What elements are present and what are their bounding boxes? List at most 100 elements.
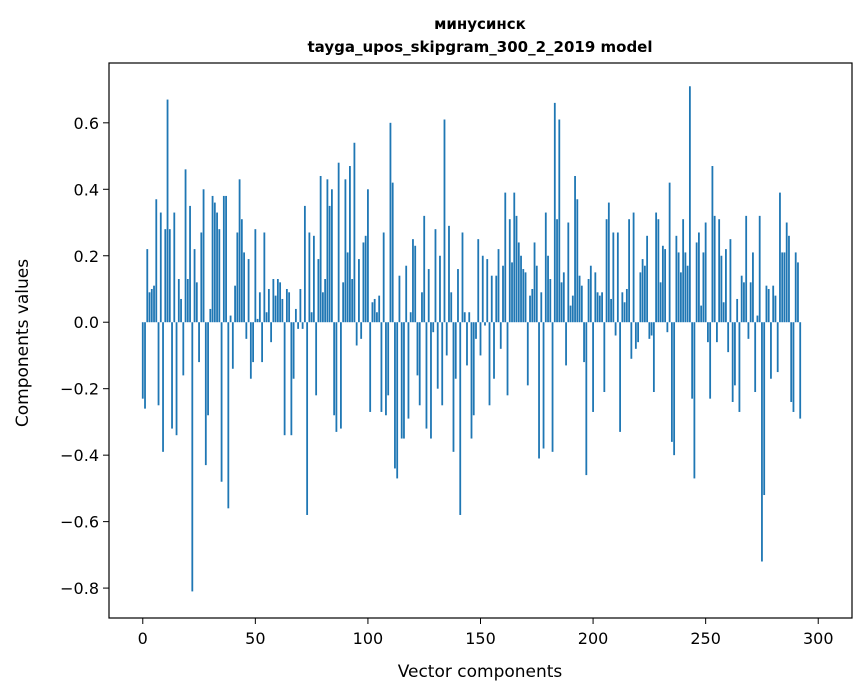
bar-12 [168, 229, 171, 323]
bar-82 [326, 179, 329, 323]
bar-136 [448, 225, 450, 323]
y-tick-label: 0.6 [74, 114, 99, 133]
bar-65 [288, 292, 291, 323]
bar-47 [247, 259, 250, 323]
bar-151 [481, 255, 484, 323]
y-tick-label: −0.6 [60, 513, 99, 532]
chart-title: минусинск [434, 15, 526, 33]
bar-201 [594, 272, 597, 323]
bar-161 [504, 192, 507, 323]
bar-31 [211, 195, 214, 323]
bar-179 [544, 212, 547, 323]
bar-159 [499, 322, 502, 349]
bar-209 [612, 232, 615, 323]
bar-24 [195, 282, 198, 323]
bar-214 [623, 302, 626, 323]
bar-123 [418, 322, 421, 406]
bar-91 [346, 252, 349, 323]
y-tick-label: 0.4 [74, 180, 99, 199]
bar-232 [664, 249, 667, 323]
bar-129 [432, 322, 435, 333]
bar-152 [484, 322, 486, 326]
bar-158 [497, 249, 500, 323]
bar-163 [508, 219, 511, 323]
bar-35 [220, 322, 223, 482]
bar-283 [779, 192, 781, 323]
bar-193 [576, 199, 579, 323]
x-axis-ticks: 0 50 100 150 200 250 300 [138, 618, 834, 648]
bar-285 [783, 252, 786, 323]
chart-subtitle: tayga_upos_skipgram_300_2_2019 model [308, 38, 653, 56]
bar-23 [193, 249, 196, 323]
bar-87 [337, 162, 340, 323]
bar-53 [261, 322, 263, 363]
y-tick-label: −0.4 [60, 446, 99, 465]
bar-144 [466, 322, 468, 366]
bar-40 [231, 322, 234, 369]
bar-61 [279, 282, 282, 323]
bar-282 [776, 322, 779, 373]
bar-145 [468, 312, 471, 323]
bar-68 [294, 308, 297, 323]
bar-110 [389, 122, 392, 323]
bar-26 [200, 232, 203, 323]
bar-15 [175, 322, 178, 436]
bar-17 [180, 298, 182, 323]
bar-197 [585, 322, 588, 476]
y-axis-label: Components values [13, 259, 33, 427]
bar-290 [794, 252, 797, 323]
bar-13 [171, 322, 173, 429]
bar-258 [722, 302, 725, 323]
bar-260 [727, 322, 730, 353]
bar-10 [164, 229, 167, 323]
bar-69 [297, 322, 300, 329]
bar-57 [270, 322, 273, 343]
bar-187 [562, 272, 565, 323]
x-tick-label: 0 [138, 629, 148, 648]
bar-125 [423, 215, 426, 323]
bar-7 [157, 322, 160, 406]
bar-44 [240, 219, 243, 323]
bar-196 [583, 322, 585, 363]
bar-259 [725, 249, 727, 323]
bar-96 [358, 259, 360, 323]
bar-29 [207, 322, 209, 416]
bar-60 [276, 279, 279, 323]
bar-176 [538, 322, 540, 459]
bar-184 [556, 219, 558, 323]
bar-169 [522, 269, 525, 323]
bar-245 [693, 322, 696, 479]
bar-219 [634, 322, 637, 349]
bar-92 [349, 166, 351, 323]
bar-225 [648, 322, 651, 339]
bar-54 [263, 232, 266, 323]
bar-138 [452, 322, 455, 452]
bar-274 [758, 215, 761, 323]
bar-254 [713, 215, 716, 323]
bar-256 [718, 219, 721, 323]
bar-104 [376, 312, 378, 323]
bar-240 [682, 219, 685, 323]
bar-174 [533, 242, 536, 323]
bar-18 [182, 322, 185, 376]
bar-168 [520, 255, 522, 323]
bar-178 [542, 322, 545, 449]
x-tick-label: 250 [690, 629, 721, 648]
bar-266 [740, 275, 743, 323]
bar-286 [785, 222, 788, 323]
bar-208 [610, 298, 612, 323]
bar-238 [677, 252, 680, 323]
bar-132 [439, 255, 441, 323]
x-tick-label: 150 [465, 629, 496, 648]
bar-51 [256, 318, 259, 323]
bar-182 [551, 322, 554, 452]
bar-72 [303, 205, 306, 323]
bar-21 [189, 205, 191, 323]
y-tick-label: −0.8 [60, 579, 99, 598]
bar-49 [252, 322, 254, 363]
bar-114 [398, 275, 401, 323]
bar-46 [245, 322, 248, 339]
x-tick-label: 50 [245, 629, 265, 648]
bar-142 [461, 232, 464, 323]
bar-212 [619, 322, 621, 432]
